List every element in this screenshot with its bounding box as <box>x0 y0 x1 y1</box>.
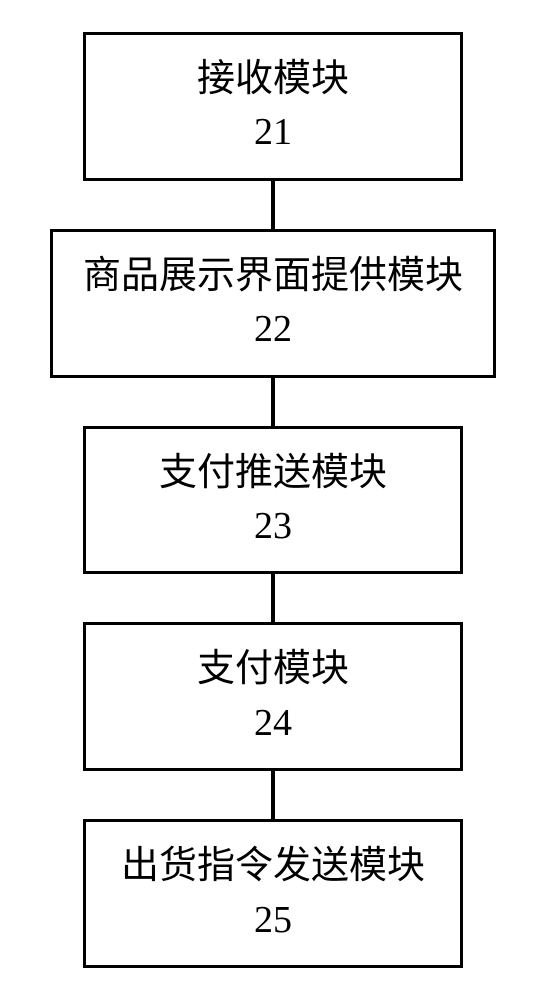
node-number: 23 <box>254 502 292 551</box>
node-label: 商品展示界面提供模块 <box>83 252 463 301</box>
connector <box>271 771 275 819</box>
node-number: 21 <box>254 108 292 157</box>
node-label: 支付模块 <box>197 645 349 694</box>
node-number: 22 <box>254 305 292 354</box>
node-label: 出货指令发送模块 <box>121 842 425 891</box>
node-product-display-module: 商品展示界面提供模块 22 <box>50 229 496 378</box>
flowchart-diagram: 接收模块 21 商品展示界面提供模块 22 支付推送模块 23 支付模块 24 … <box>40 32 506 968</box>
connector <box>271 378 275 426</box>
connector <box>271 181 275 229</box>
connector <box>271 574 275 622</box>
node-label: 支付推送模块 <box>159 449 387 498</box>
node-payment-push-module: 支付推送模块 23 <box>83 426 463 575</box>
node-number: 24 <box>254 699 292 748</box>
node-payment-module: 支付模块 24 <box>83 622 463 771</box>
node-receive-module: 接收模块 21 <box>83 32 463 181</box>
node-number: 25 <box>254 896 292 945</box>
node-label: 接收模块 <box>197 55 349 104</box>
node-shipping-instruction-module: 出货指令发送模块 25 <box>83 819 463 968</box>
